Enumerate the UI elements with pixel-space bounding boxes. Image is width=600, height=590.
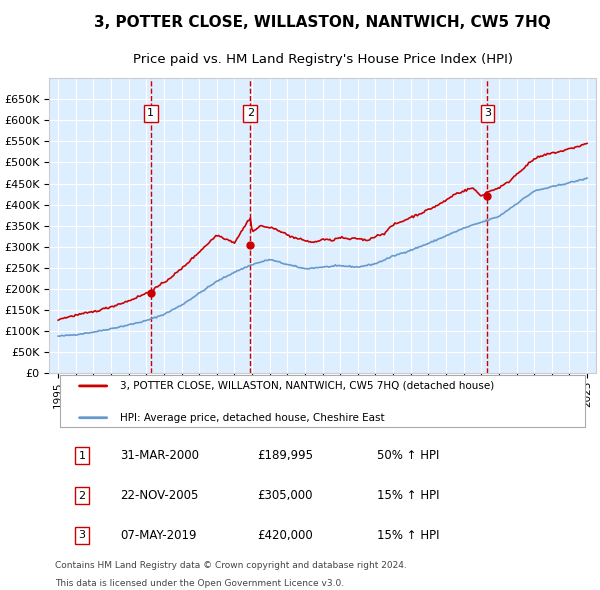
Text: 2: 2 — [247, 109, 254, 119]
Text: 2: 2 — [79, 490, 86, 500]
Text: 31-MAR-2000: 31-MAR-2000 — [121, 450, 199, 463]
Text: 3, POTTER CLOSE, WILLASTON, NANTWICH, CW5 7HQ (detached house): 3, POTTER CLOSE, WILLASTON, NANTWICH, CW… — [121, 381, 494, 391]
Text: 3: 3 — [79, 530, 86, 540]
Text: 50% ↑ HPI: 50% ↑ HPI — [377, 450, 440, 463]
Text: HPI: Average price, detached house, Cheshire East: HPI: Average price, detached house, Ches… — [121, 413, 385, 422]
Text: £420,000: £420,000 — [257, 529, 313, 542]
Text: £305,000: £305,000 — [257, 489, 313, 502]
Text: £189,995: £189,995 — [257, 450, 313, 463]
Text: This data is licensed under the Open Government Licence v3.0.: This data is licensed under the Open Gov… — [55, 579, 344, 588]
FancyBboxPatch shape — [61, 375, 585, 427]
Text: 22-NOV-2005: 22-NOV-2005 — [121, 489, 199, 502]
Text: 07-MAY-2019: 07-MAY-2019 — [121, 529, 197, 542]
Text: 15% ↑ HPI: 15% ↑ HPI — [377, 489, 440, 502]
Text: 1: 1 — [79, 451, 86, 461]
Text: 3: 3 — [484, 109, 491, 119]
Text: 15% ↑ HPI: 15% ↑ HPI — [377, 529, 440, 542]
Text: 1: 1 — [147, 109, 154, 119]
Text: Price paid vs. HM Land Registry's House Price Index (HPI): Price paid vs. HM Land Registry's House … — [133, 53, 512, 66]
Text: Contains HM Land Registry data © Crown copyright and database right 2024.: Contains HM Land Registry data © Crown c… — [55, 560, 407, 570]
Text: 3, POTTER CLOSE, WILLASTON, NANTWICH, CW5 7HQ: 3, POTTER CLOSE, WILLASTON, NANTWICH, CW… — [94, 15, 551, 30]
